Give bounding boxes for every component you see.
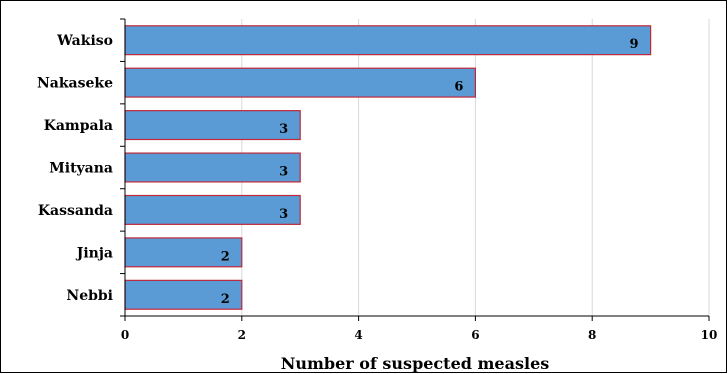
x-tick-label-4: 8 bbox=[588, 328, 596, 342]
data-label-mityana: 3 bbox=[279, 165, 288, 180]
data-label-jinja: 2 bbox=[221, 249, 230, 264]
x-tick-label-2: 4 bbox=[354, 328, 362, 342]
data-label-nakaseke: 6 bbox=[454, 80, 463, 95]
data-label-kampala: 3 bbox=[279, 122, 288, 137]
bar-jinja bbox=[124, 237, 243, 268]
category-label-kassanda: Kassanda bbox=[38, 203, 113, 219]
category-label-nebbi: Nebbi bbox=[66, 288, 113, 304]
bar-kassanda bbox=[124, 194, 301, 225]
x-tick-label-0: 0 bbox=[121, 328, 129, 342]
category-label-jinja: Jinja bbox=[75, 245, 113, 261]
data-label-kassanda: 3 bbox=[279, 207, 288, 222]
x-axis-title: Number of suspected measles bbox=[281, 354, 550, 373]
bars bbox=[124, 25, 652, 310]
data-label-nebbi: 2 bbox=[221, 292, 230, 307]
bar-nakaseke bbox=[124, 67, 476, 98]
category-label-wakiso: Wakiso bbox=[56, 33, 113, 49]
bar-wakiso bbox=[124, 25, 652, 56]
labels: Wakiso 9 Nakaseke 6 Kampala 3 Mityana 3 Kassanda… bbox=[37, 33, 717, 342]
category-label-kampala: Kampala bbox=[44, 118, 113, 134]
data-label-wakiso: 9 bbox=[630, 37, 639, 52]
x-tick-label-5: 10 bbox=[701, 328, 718, 342]
x-tick-label-3: 6 bbox=[471, 328, 479, 342]
x-tick-label-1: 2 bbox=[238, 328, 246, 342]
axes bbox=[120, 18, 710, 321]
category-label-nakaseke: Nakaseke bbox=[37, 76, 113, 92]
gridlines bbox=[241, 19, 710, 316]
bar-kampala bbox=[124, 110, 301, 141]
category-label-mityana: Mityana bbox=[49, 161, 113, 177]
bar-mityana bbox=[124, 152, 301, 183]
